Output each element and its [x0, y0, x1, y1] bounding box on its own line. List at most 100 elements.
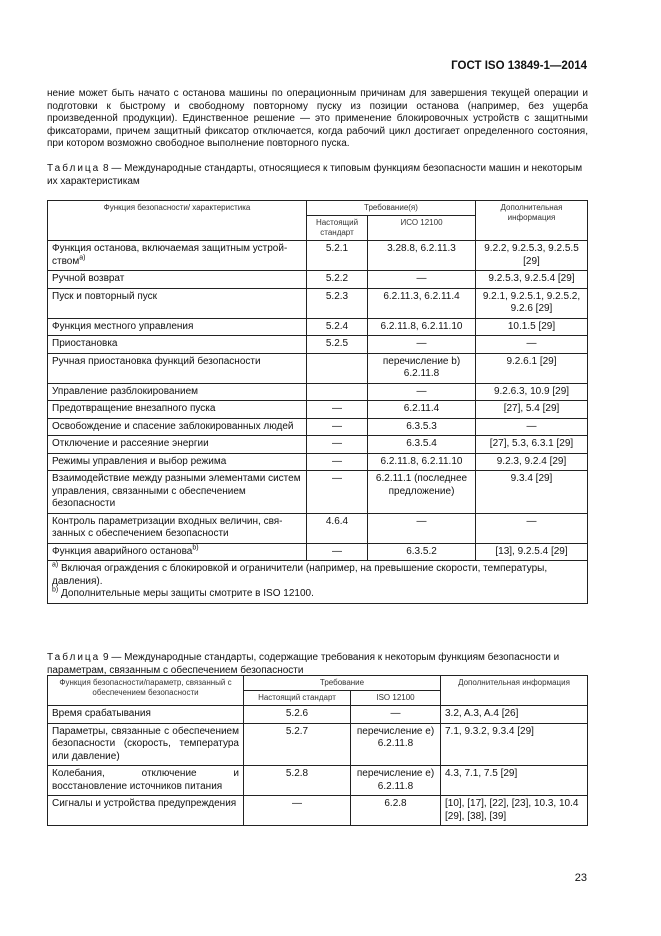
cell-info: 9.2.6.3, 10.9 [29] [475, 382, 588, 401]
table-row: Время срабатывания 5.2.6—3.2, A.3, A.4 [2… [47, 705, 588, 724]
cell-iso: — [367, 270, 476, 289]
cell-info: — [475, 335, 588, 354]
cell-info: 9.2.6.1 [29] [475, 352, 588, 384]
cell-function: Ручная приостановка функций безопасности [47, 352, 307, 384]
cell-this-standard: 4.6.4 [306, 512, 368, 544]
table-row: Отключение и рассеяние энергии —6.3.5.4 [2… [47, 435, 588, 454]
cell-function: Приостановка [47, 335, 307, 354]
table8-caption: Таблица 8 — Международные стандарты, отн… [47, 163, 583, 187]
cell-this-standard: — [306, 452, 368, 471]
cell-this-standard: 5.2.3 [306, 287, 368, 319]
cell-function: Освобождение и спасение заблокированных … [47, 417, 307, 436]
header-requirement: Требование(я) [306, 200, 476, 216]
cell-info: 10.1.5 [29] [475, 317, 588, 336]
table-row: Управление разблокированием —9.2.6.3, 10.… [47, 382, 588, 401]
cell-function: Функция останова, включаемая защитным ус… [47, 240, 307, 271]
cell-function: Параметры, связанные с обеспечением безо… [47, 722, 244, 766]
table-row: Режимы управления и выбор режима —6.2.11.… [47, 452, 588, 471]
cell-info: 9.3.4 [29] [475, 470, 588, 514]
table-row: Освобождение и спасение заблокированных … [47, 417, 588, 436]
cell-this-standard: — [243, 795, 351, 826]
table-9: Функция безопасности/параметр, связанный… [47, 675, 588, 826]
cell-info: 9.2.3, 9.2.4 [29] [475, 452, 588, 471]
cell-info: 9.2.1, 9.2.5.1, 9.2.5.2, 9.2.6 [29] [475, 287, 588, 319]
cell-iso: — [367, 512, 476, 544]
cell-this-standard: 5.2.2 [306, 270, 368, 289]
header-iso: ISO 12100 [350, 690, 441, 706]
header-this-standard: Настоящий стандарт [306, 215, 368, 241]
cell-this-standard: — [306, 470, 368, 514]
cell-iso: 6.2.11.1 (последнее предложение) [367, 470, 476, 514]
header-requirement: Требование [243, 675, 441, 691]
body-paragraph: нение может быть начато с останова машин… [47, 88, 588, 149]
table8-footnotes: a) Включая ограждения с блокировкой и ог… [47, 560, 588, 604]
document-header: ГОСТ ISO 13849-1—2014 [451, 60, 587, 72]
table-row: Контроль параметризации входных величин,… [47, 512, 588, 544]
cell-iso: перечисление b) 6.2.11.8 [367, 352, 476, 384]
header-info: Дополнительная информация [440, 675, 588, 706]
cell-iso: 6.2.11.4 [367, 400, 476, 419]
cell-this-standard: 5.2.1 [306, 240, 368, 271]
cell-function: Контроль параметризации входных величин,… [47, 512, 307, 544]
cell-iso: 6.2.8 [350, 795, 441, 826]
cell-function: Управление разблокированием [47, 382, 307, 401]
table9-caption: Таблица 9 — Международные стандарты, сод… [47, 652, 560, 676]
cell-function: Сигналы и устройства предупреждения [47, 795, 244, 826]
cell-function: Отключение и рассеяние энергии [47, 435, 307, 454]
header-function: Функция безопасности/параметр, связанный… [47, 675, 244, 706]
page-number: 23 [574, 872, 587, 884]
cell-info: 7.1, 9.3.2, 9.3.4 [29] [440, 722, 588, 766]
cell-iso: — [367, 335, 476, 354]
table-row: Ручной возврат 5.2.2—9.2.5.3, 9.2.5.4 [29… [47, 270, 588, 289]
table-row: Сигналы и устройства предупреждения —6.2.… [47, 795, 588, 826]
cell-this-standard: — [306, 435, 368, 454]
cell-iso: 6.3.5.2 [367, 542, 476, 561]
header-this-standard: Настоящий стандарт [243, 690, 351, 706]
cell-function: Время срабатывания [47, 705, 244, 724]
cell-info: [27], 5.3, 6.3.1 [29] [475, 435, 588, 454]
cell-iso: перечисление e) 6.2.11.8 [350, 765, 441, 796]
cell-this-standard: 5.2.6 [243, 705, 351, 724]
cell-iso: — [350, 705, 441, 724]
cell-this-standard: 5.2.7 [243, 722, 351, 766]
cell-iso: 6.2.11.8, 6.2.11.10 [367, 452, 476, 471]
cell-function: Функция местного управления [47, 317, 307, 336]
cell-iso: 6.2.11.8, 6.2.11.10 [367, 317, 476, 336]
cell-function: Колебания, отключение и восстановление и… [47, 765, 244, 796]
cell-info: — [475, 417, 588, 436]
header-function: Функция безопасности/ характеристика [47, 200, 307, 241]
cell-iso: 6.3.5.4 [367, 435, 476, 454]
table-row: Функция аварийного остановаb) —6.3.5.2 [13… [47, 542, 588, 561]
cell-info: [13], 9.2.5.4 [29] [475, 542, 588, 561]
table-row: Параметры, связанные с обеспечением безо… [47, 722, 588, 766]
table-row: Взаимодействие между разными элементами … [47, 470, 588, 514]
cell-this-standard [306, 352, 368, 384]
table-row: Пуск и повторный пуск 5.2.3 6.2.11.3, 6.2.… [47, 287, 588, 319]
cell-info: — [475, 512, 588, 544]
cell-iso: 3.28.8, 6.2.11.3 [367, 240, 476, 271]
cell-info: [10], [17], [22], [23], 10.3, 10.4 [29],… [440, 795, 588, 826]
cell-iso: 6.3.5.3 [367, 417, 476, 436]
cell-function: Функция аварийного остановаb) [47, 542, 307, 561]
cell-this-standard: — [306, 542, 368, 561]
footnote: b) Дополнительные меры защиты смотрите в… [52, 586, 314, 599]
cell-this-standard: — [306, 417, 368, 436]
cell-info: 9.2.5.3, 9.2.5.4 [29] [475, 270, 588, 289]
table-row: Предотвращение внезапного пуска —6.2.11.4… [47, 400, 588, 419]
cell-iso: 6.2.11.3, 6.2.11.4 [367, 287, 476, 319]
cell-this-standard: 5.2.5 [306, 335, 368, 354]
cell-function: Ручной возврат [47, 270, 307, 289]
table-row: Колебания, отключение и восстановление и… [47, 765, 588, 796]
cell-info: [27], 5.4 [29] [475, 400, 588, 419]
cell-function: Пуск и повторный пуск [47, 287, 307, 319]
cell-this-standard: — [306, 400, 368, 419]
cell-iso: — [367, 382, 476, 401]
cell-function: Взаимодействие между разными элементами … [47, 470, 307, 514]
table-row: Функция местного управления 5.2.4 6.2.11.8… [47, 317, 588, 336]
cell-info: 3.2, A.3, A.4 [26] [440, 705, 588, 724]
cell-function: Предотвращение внезапного пуска [47, 400, 307, 419]
header-iso: ИСО 12100 [367, 215, 476, 241]
cell-this-standard: 5.2.4 [306, 317, 368, 336]
table-row: Приостановка 5.2.5— — [47, 335, 588, 354]
